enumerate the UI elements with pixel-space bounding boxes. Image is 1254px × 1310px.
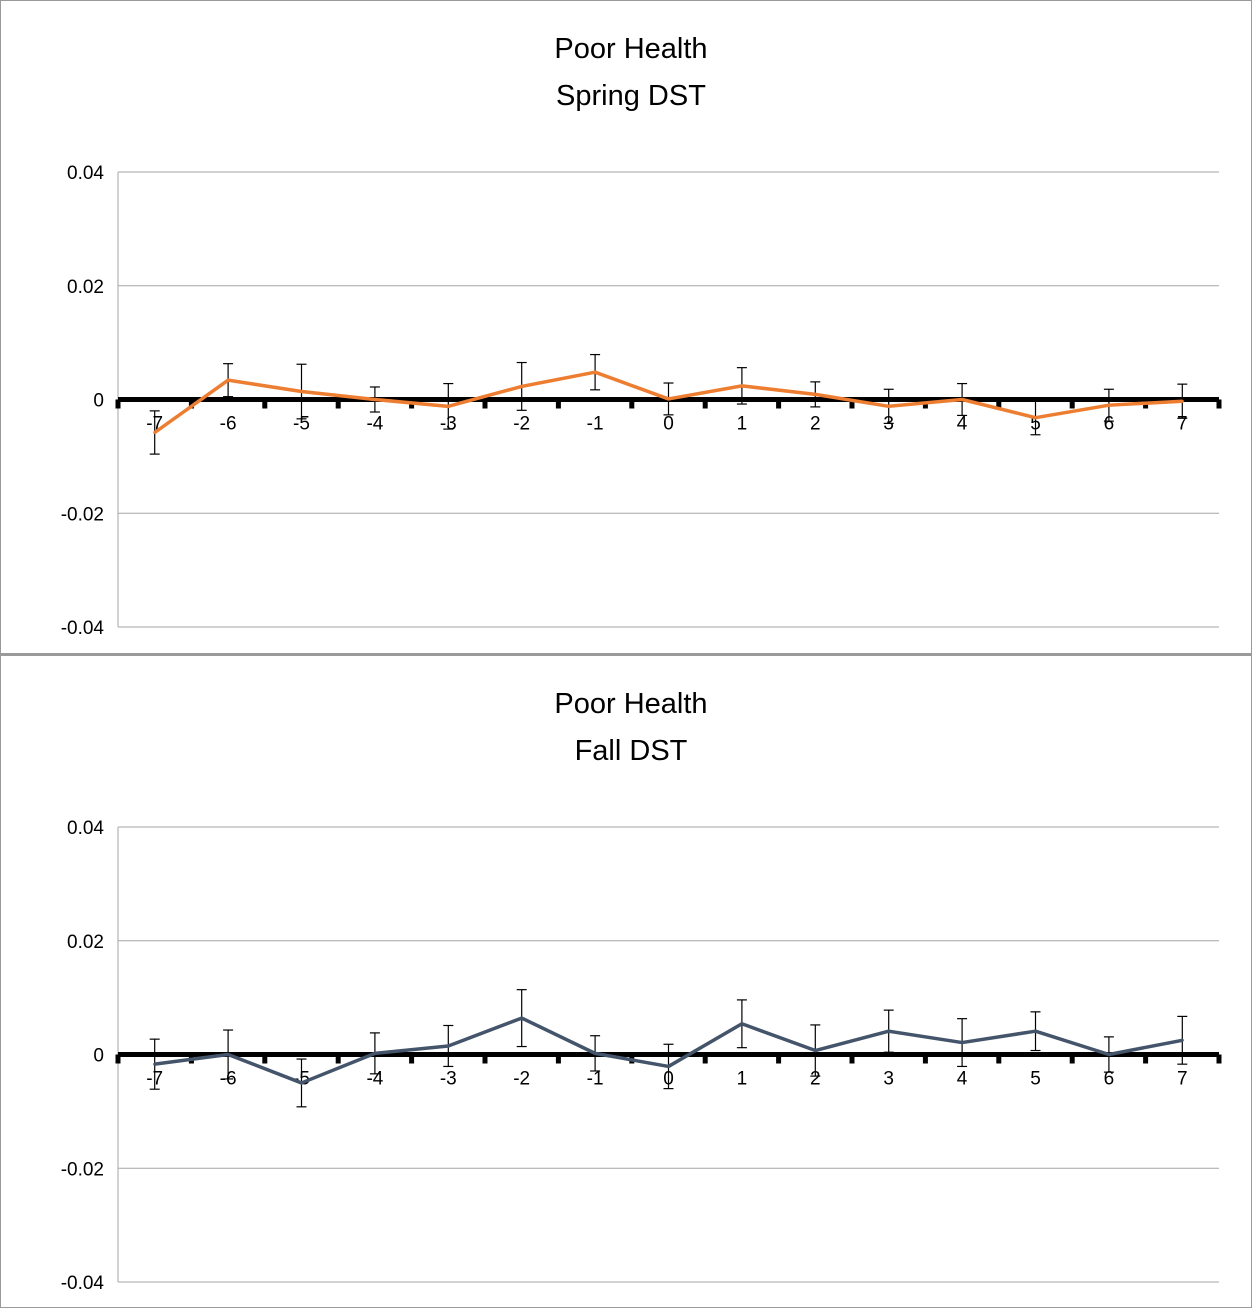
chart-fall-svg: Poor Health Fall DST 0.04 0.02 0 -0.02 -0.04… xyxy=(61,688,1222,1294)
chart-panel-spring: Poor Health Spring DST 0.04 0.02 0 -0.02 -0.… xyxy=(0,0,1252,654)
data-point xyxy=(813,392,817,396)
data-point xyxy=(593,370,597,374)
data-point xyxy=(446,404,450,408)
data-point xyxy=(1180,399,1184,403)
chart-spring-svg: Poor Health Spring DST 0.04 0.02 0 -0.02 -0.… xyxy=(61,33,1222,639)
x-tick-label: -2 xyxy=(513,1069,530,1090)
data-point xyxy=(1107,1053,1111,1056)
data-point xyxy=(446,1044,450,1048)
data-point xyxy=(520,384,524,388)
x-tick-label: 6 xyxy=(1104,414,1115,435)
chart-title: Poor Health Fall DST xyxy=(554,688,707,767)
x-tick-label: -4 xyxy=(366,414,383,435)
data-point xyxy=(226,1053,230,1056)
data-point xyxy=(593,1051,597,1055)
x-tick-label: 0 xyxy=(663,414,674,435)
data-point xyxy=(373,398,377,401)
x-tick-label: 6 xyxy=(1104,1069,1115,1090)
data-point xyxy=(887,404,891,408)
y-tick-label: 0 xyxy=(93,1046,104,1067)
data-point xyxy=(960,1041,964,1045)
x-tick-label: 1 xyxy=(737,414,748,435)
y-tick-label: -0.02 xyxy=(61,504,104,525)
data-point xyxy=(740,1022,744,1026)
data-point xyxy=(740,384,744,388)
x-tick-label: 7 xyxy=(1177,1069,1188,1090)
y-tick-label: 0.02 xyxy=(67,277,104,298)
data-point xyxy=(226,378,230,382)
chart-title-line-2: Fall DST xyxy=(575,735,688,767)
data-point xyxy=(887,1029,891,1033)
x-tick-label: -1 xyxy=(587,1069,604,1090)
data-point xyxy=(667,1064,670,1068)
data-point xyxy=(520,1016,524,1020)
x-tick-label: -6 xyxy=(220,414,237,435)
y-tick-label: 0 xyxy=(93,391,104,412)
y-tick-label: -0.04 xyxy=(61,618,105,639)
chart-title-line-1: Poor Health xyxy=(554,688,707,720)
x-tick-label: -3 xyxy=(440,1069,457,1090)
data-point xyxy=(1180,1038,1184,1042)
plot-area: 0.040.020-0.02-0.04-7-6-5-4-3-2-10123456… xyxy=(61,818,1222,1294)
chart-panel-fall: Poor Health Fall DST 0.04 0.02 0 -0.02 -0.04… xyxy=(0,654,1252,1308)
chart-title-line-2: Spring DST xyxy=(556,80,706,112)
data-point xyxy=(153,430,157,434)
data-point xyxy=(813,1049,817,1053)
chart-title: Poor Health Spring DST xyxy=(554,33,707,112)
x-tick-label: 4 xyxy=(957,1069,968,1090)
x-tick-label: 5 xyxy=(1030,1069,1041,1090)
y-tick-label: 0.02 xyxy=(67,932,104,953)
data-point xyxy=(1034,416,1037,420)
data-point xyxy=(153,1062,157,1066)
data-point xyxy=(300,1081,303,1085)
chart-title-line-1: Poor Health xyxy=(554,33,707,65)
y-tick-label: -0.04 xyxy=(61,1273,105,1294)
x-tick-label: -1 xyxy=(587,414,604,435)
x-tick-label: -2 xyxy=(513,414,530,435)
x-tick-label: 2 xyxy=(810,1069,821,1090)
y-tick-label: 0.04 xyxy=(67,818,104,839)
x-tick-label: 3 xyxy=(883,414,894,435)
data-point xyxy=(960,398,964,401)
x-tick-label: 7 xyxy=(1177,414,1188,435)
x-tick-label: 3 xyxy=(883,1069,894,1090)
y-tick-label: -0.02 xyxy=(61,1159,104,1180)
data-point xyxy=(667,397,670,401)
data-point xyxy=(1107,403,1111,407)
y-tick-label: 0.04 xyxy=(67,163,104,184)
data-point xyxy=(300,390,303,394)
x-tick-label: 1 xyxy=(737,1069,748,1090)
x-tick-label: 4 xyxy=(957,414,968,435)
x-tick-label: 2 xyxy=(810,414,821,435)
data-point xyxy=(1034,1029,1037,1033)
data-point xyxy=(373,1051,377,1055)
